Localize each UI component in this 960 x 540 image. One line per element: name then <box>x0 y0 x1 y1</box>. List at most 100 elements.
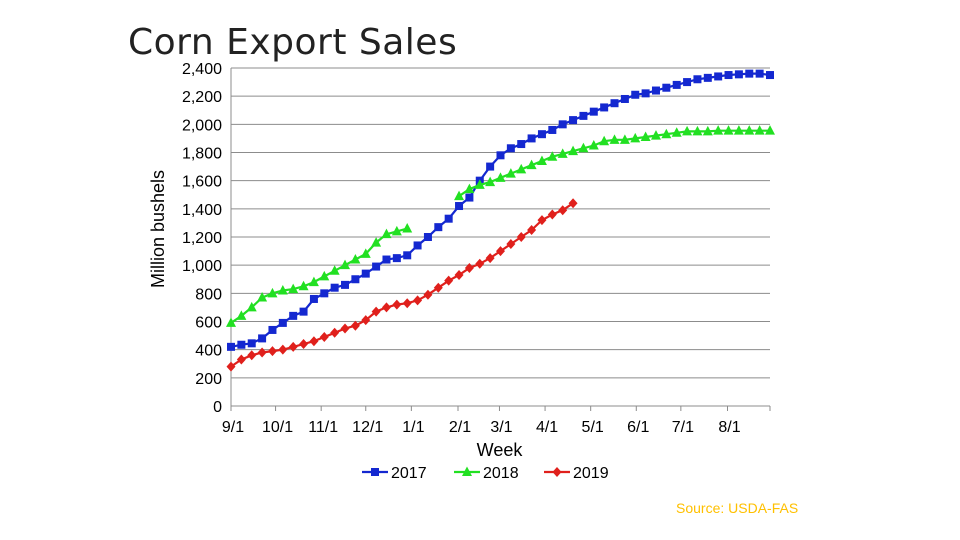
data-point-2018 <box>360 248 371 258</box>
data-point-2017 <box>755 69 764 78</box>
y-tick-label: 1,400 <box>182 202 222 219</box>
data-point-2017 <box>683 78 692 87</box>
axis-labels: Week Million bushels <box>148 170 523 460</box>
data-point-2017 <box>517 140 526 149</box>
legend: 2017 2018 2019 <box>362 465 609 482</box>
series-line-2017 <box>230 72 771 348</box>
data-point-2018 <box>765 125 775 135</box>
x-tick-label: 9/1 <box>222 419 244 436</box>
data-point-2018 <box>713 125 724 135</box>
data-point-2017 <box>631 90 640 99</box>
data-point-2019 <box>547 209 557 220</box>
data-point-2019 <box>568 198 578 209</box>
x-tick-label: 2/1 <box>449 419 471 436</box>
data-point-2018 <box>702 125 713 136</box>
data-point-2018 <box>516 163 527 174</box>
data-point-2019 <box>413 295 423 306</box>
data-point-2018 <box>640 131 651 142</box>
data-point-2018 <box>526 159 537 170</box>
data-point-2018 <box>692 125 703 136</box>
data-point-2018 <box>308 276 319 287</box>
data-point-2017 <box>258 334 267 343</box>
data-point-2018 <box>744 125 755 135</box>
data-point-2017 <box>299 307 308 316</box>
y-tick-label: 1,200 <box>182 230 222 247</box>
data-point-2017 <box>724 71 733 80</box>
data-point-2018 <box>267 287 278 298</box>
data-point-2019 <box>506 239 516 250</box>
x-tick-label: 11/1 <box>308 419 338 436</box>
data-point-2019 <box>247 350 257 361</box>
data-point-2018 <box>226 317 236 327</box>
series-lines <box>226 69 775 372</box>
data-point-2019 <box>485 253 495 264</box>
data-point-2018 <box>588 139 599 150</box>
data-point-2019 <box>371 306 381 317</box>
data-point-2017 <box>734 70 743 79</box>
y-tick-label: 0 <box>213 399 222 416</box>
data-point-2019 <box>319 331 329 342</box>
x-tick-label: 6/1 <box>627 419 649 436</box>
data-point-2017 <box>569 116 578 125</box>
data-point-2018 <box>754 125 765 135</box>
series-2017 <box>227 69 774 351</box>
data-point-2017 <box>289 311 298 320</box>
data-point-2017 <box>382 255 391 264</box>
data-point-2018 <box>288 283 299 294</box>
x-tick-label: 1/1 <box>402 419 424 436</box>
data-point-2017 <box>558 120 567 129</box>
y-tick-label: 2,000 <box>182 117 222 134</box>
data-point-2019 <box>236 354 246 365</box>
data-point-2018 <box>619 134 630 144</box>
data-point-2017 <box>455 202 464 211</box>
data-point-2019 <box>381 302 391 313</box>
data-point-2017 <box>434 223 443 232</box>
data-point-2018 <box>464 183 475 194</box>
data-point-2017 <box>589 107 598 116</box>
data-point-2018 <box>723 125 734 135</box>
data-point-2018 <box>536 155 547 165</box>
y-tick-label: 1,600 <box>182 174 222 191</box>
data-point-2019 <box>350 320 360 331</box>
y-tick-label: 1,800 <box>182 146 222 163</box>
slide-title: Corn Export Sales <box>128 22 458 63</box>
data-point-2018 <box>257 292 268 302</box>
legend-item-2018: 2018 <box>454 465 519 482</box>
data-point-2019 <box>299 339 309 350</box>
data-point-2019 <box>267 346 277 357</box>
x-axis-title: Week <box>477 440 524 460</box>
data-point-2017 <box>672 80 681 89</box>
data-point-2018 <box>661 128 672 139</box>
data-point-2018 <box>547 151 558 161</box>
data-point-2017 <box>278 318 287 327</box>
data-point-2018 <box>599 135 610 146</box>
data-point-2017 <box>330 283 339 292</box>
data-point-2018 <box>402 223 413 233</box>
y-tick-label: 1,000 <box>182 258 222 275</box>
data-point-2019 <box>464 262 474 273</box>
series-line-2019 <box>230 202 574 368</box>
data-point-2017 <box>527 134 536 143</box>
data-point-2019 <box>340 323 350 334</box>
data-point-2017 <box>600 103 609 112</box>
data-point-2018 <box>485 176 496 187</box>
data-point-2017 <box>537 130 546 139</box>
data-point-2018 <box>568 145 579 156</box>
data-point-2018 <box>391 225 402 236</box>
data-point-2018 <box>350 254 361 264</box>
data-point-2018 <box>474 179 485 189</box>
source-note: Source: USDA-FAS <box>676 500 799 516</box>
data-point-2019 <box>226 361 236 372</box>
data-point-2017 <box>403 251 412 260</box>
x-tick-label: 12/1 <box>352 419 383 436</box>
data-point-2017 <box>413 241 422 250</box>
data-point-2017 <box>372 262 381 271</box>
data-point-2017 <box>496 151 505 160</box>
data-point-2019 <box>558 205 568 216</box>
data-point-2018 <box>630 132 641 143</box>
data-point-2018 <box>371 237 382 247</box>
data-point-2018 <box>329 265 340 275</box>
x-tick-label: 4/1 <box>536 419 558 436</box>
data-point-2019 <box>527 224 537 235</box>
data-point-2019 <box>309 336 319 347</box>
